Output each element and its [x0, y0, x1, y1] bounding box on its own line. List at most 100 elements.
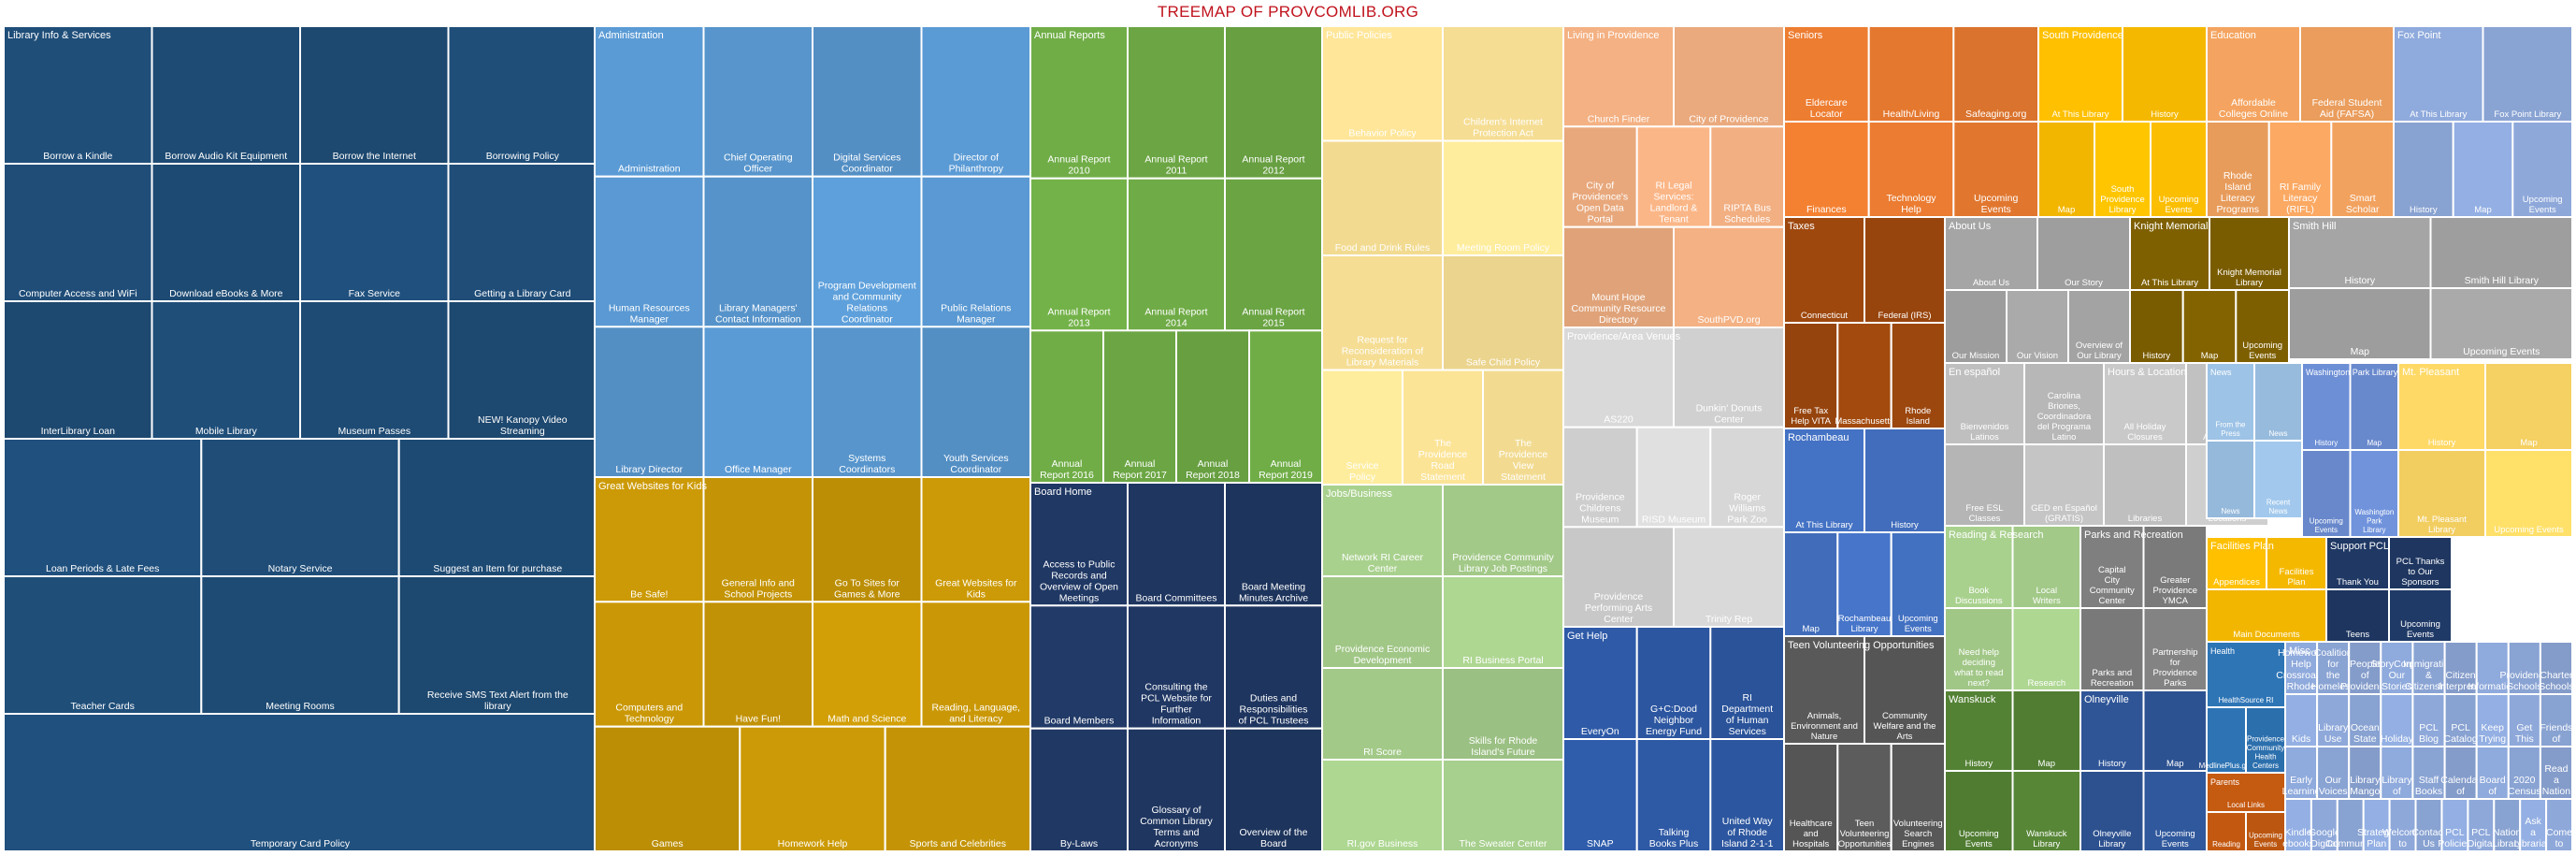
treemap-cell-kindle-ebooks[interactable]	[2284, 798, 2312, 852]
treemap-cell-city-of-providence[interactable]	[1673, 25, 1785, 128]
treemap-cell-chief-operating-officer[interactable]	[702, 25, 813, 178]
treemap-cell-library-of[interactable]	[2380, 746, 2414, 800]
treemap-cell-access-to-public-records-and-overview-of[interactable]	[1029, 482, 1129, 607]
treemap-cell-map[interactable]	[2484, 362, 2573, 451]
treemap-cell-providence-community-library-job-posting[interactable]	[1442, 484, 1564, 577]
treemap-cell-history[interactable]	[2122, 25, 2208, 123]
treemap-cell-go-to-sites-for-games-more[interactable]	[812, 476, 923, 603]
treemap-cell-borrowing-policy[interactable]	[447, 25, 597, 165]
treemap-cell-games[interactable]	[594, 725, 741, 853]
treemap-cell-snap[interactable]	[1562, 738, 1638, 852]
treemap-cell-olneyville-library[interactable]	[2080, 770, 2145, 852]
treemap-cell-upcoming-events[interactable]	[2235, 289, 2291, 364]
treemap-cell-overview-of-the-board[interactable]	[1224, 727, 1323, 853]
treemap-cell-health-living[interactable]	[1867, 25, 1955, 123]
treemap-cell-come-to[interactable]	[2545, 798, 2574, 852]
treemap-cell-recent-news[interactable]	[2253, 440, 2303, 519]
treemap-cell-read-a-nation[interactable]	[2539, 746, 2573, 800]
treemap-cell-church-finder[interactable]	[1562, 25, 1675, 128]
treemap-cell-news[interactable]	[2206, 440, 2255, 519]
treemap-cell-have-fun[interactable]	[702, 601, 813, 728]
treemap-cell-teacher-cards[interactable]	[3, 575, 203, 715]
treemap-cell-knight-memorial-library[interactable]	[2209, 216, 2290, 291]
treemap-cell-overview-of-our-library[interactable]	[2067, 289, 2131, 364]
treemap-cell-local-writers[interactable]	[2011, 525, 2081, 609]
treemap-cell-kids[interactable]	[2284, 693, 2319, 747]
treemap-cell-fax-service[interactable]	[299, 163, 450, 302]
treemap-cell-at-this-library[interactable]	[2393, 25, 2484, 123]
treemap-cell-map[interactable]	[2349, 362, 2399, 451]
treemap-cell-borrow-a-kindle[interactable]	[3, 25, 153, 165]
treemap-cell-federal-student-aid-fafsa[interactable]	[2299, 25, 2395, 123]
treemap-cell-ocean-state[interactable]	[2348, 693, 2382, 747]
treemap-cell-behavior-policy[interactable]	[1321, 25, 1444, 142]
treemap-cell-community[interactable]	[2336, 798, 2365, 852]
treemap-cell-safe-child-policy[interactable]	[1442, 254, 1564, 371]
treemap-cell-teens[interactable]	[2325, 588, 2390, 643]
treemap-cell-thank-you[interactable]	[2325, 536, 2390, 590]
treemap-cell-at-this-library[interactable]	[2129, 216, 2210, 291]
treemap-cell-massachusetts[interactable]	[1836, 322, 1892, 429]
treemap-cell-museum-passes[interactable]	[299, 300, 450, 440]
treemap-cell-welcome-to[interactable]	[2388, 798, 2417, 852]
treemap-cell-mt-pleasant-library[interactable]	[2397, 449, 2486, 538]
treemap-cell-notary-service[interactable]	[200, 438, 400, 577]
treemap-cell-annual-report-2011[interactable]	[1127, 25, 1226, 180]
treemap-cell-history[interactable]	[2301, 362, 2352, 451]
treemap-cell-connecticut[interactable]	[1783, 216, 1865, 324]
treemap-cell-library-managers-contact-information[interactable]	[702, 175, 813, 328]
treemap-cell-homework-help[interactable]	[739, 725, 886, 853]
treemap-cell-federal-irs[interactable]	[1864, 216, 1946, 324]
treemap-cell-storycorps-our-stories[interactable]	[2380, 641, 2414, 695]
treemap-cell-contact-us[interactable]	[2414, 798, 2443, 852]
treemap-cell-rhode-island[interactable]	[1890, 322, 1946, 429]
treemap-cell-getting-a-library-card[interactable]	[447, 163, 597, 302]
treemap-cell-map[interactable]	[2037, 121, 2095, 218]
treemap-cell-loan-periods-late-fees[interactable]	[3, 438, 203, 577]
treemap-cell-from-the-press[interactable]	[2206, 362, 2255, 442]
treemap-cell-fox-point-library[interactable]	[2482, 25, 2573, 123]
treemap-cell-borrow-audio-kit-equipment[interactable]	[151, 25, 301, 165]
treemap-cell-washington-park-library[interactable]	[2349, 449, 2399, 538]
treemap-cell-community-welfare-and-the-arts[interactable]	[1864, 635, 1946, 745]
treemap-cell-board-members[interactable]	[1029, 604, 1129, 730]
treemap-cell-suggest-an-item-for-purchase[interactable]	[397, 438, 598, 577]
treemap-cell-book-discussions[interactable]	[1944, 525, 2014, 609]
treemap-cell-upcoming-events[interactable]	[2484, 449, 2573, 538]
treemap-cell-reading-language-and-literacy[interactable]	[920, 601, 1031, 728]
treemap-cell-board-committees[interactable]	[1127, 482, 1226, 607]
treemap-cell-pcl-digital[interactable]	[2467, 798, 2496, 852]
treemap-cell-ri-score[interactable]	[1321, 667, 1444, 761]
treemap-cell-upcoming-events[interactable]	[1944, 770, 2014, 852]
treemap-cell-director-of-philanthropy[interactable]	[920, 25, 1031, 178]
treemap-cell-risd-museum[interactable]	[1635, 426, 1712, 529]
treemap-cell-greater-providence-ymca[interactable]	[2142, 525, 2208, 609]
treemap-cell-main-documents[interactable]	[2206, 588, 2327, 643]
treemap-cell-meeting-rooms[interactable]	[200, 575, 400, 715]
treemap-cell-healthsource-ri[interactable]	[2206, 641, 2286, 708]
treemap-cell-facilities-plan[interactable]	[2266, 536, 2327, 590]
treemap-cell-upcoming-events[interactable]	[2511, 121, 2574, 218]
treemap-cell-great-websites-for-kids[interactable]	[920, 476, 1031, 603]
treemap-cell-everyon[interactable]	[1562, 626, 1638, 740]
treemap-cell-history[interactable]	[2397, 362, 2486, 451]
treemap-cell-eldercare-locator[interactable]	[1783, 25, 1870, 123]
treemap-cell-sports-and-celebrities[interactable]	[884, 725, 1032, 853]
treemap-cell-the-providence-road-statement[interactable]	[1402, 369, 1484, 486]
treemap-cell-our-mission[interactable]	[1944, 289, 2008, 364]
treemap-cell-safeaging-org[interactable]	[1952, 25, 2040, 123]
treemap-cell-office-manager[interactable]	[702, 326, 813, 478]
treemap-cell-our-vision[interactable]	[2006, 289, 2069, 364]
treemap-cell-borrow-the-internet[interactable]	[299, 25, 450, 165]
treemap-cell-upcoming-events[interactable]	[2388, 588, 2453, 643]
treemap-cell-ri-business-portal[interactable]	[1442, 575, 1564, 669]
treemap-cell-map[interactable]	[2181, 289, 2238, 364]
treemap-cell-parks-and-recreation[interactable]	[2080, 607, 2145, 691]
treemap-cell-about-us[interactable]	[1944, 216, 2038, 291]
treemap-cell-history[interactable]	[2080, 689, 2145, 772]
treemap-cell-upcoming-events[interactable]	[2142, 770, 2208, 852]
treemap-cell-finances[interactable]	[1783, 121, 1870, 218]
treemap-cell-map[interactable]	[1783, 531, 1839, 637]
treemap-cell-at-this-library[interactable]	[1783, 428, 1865, 533]
treemap-cell-be-safe[interactable]	[594, 476, 705, 603]
